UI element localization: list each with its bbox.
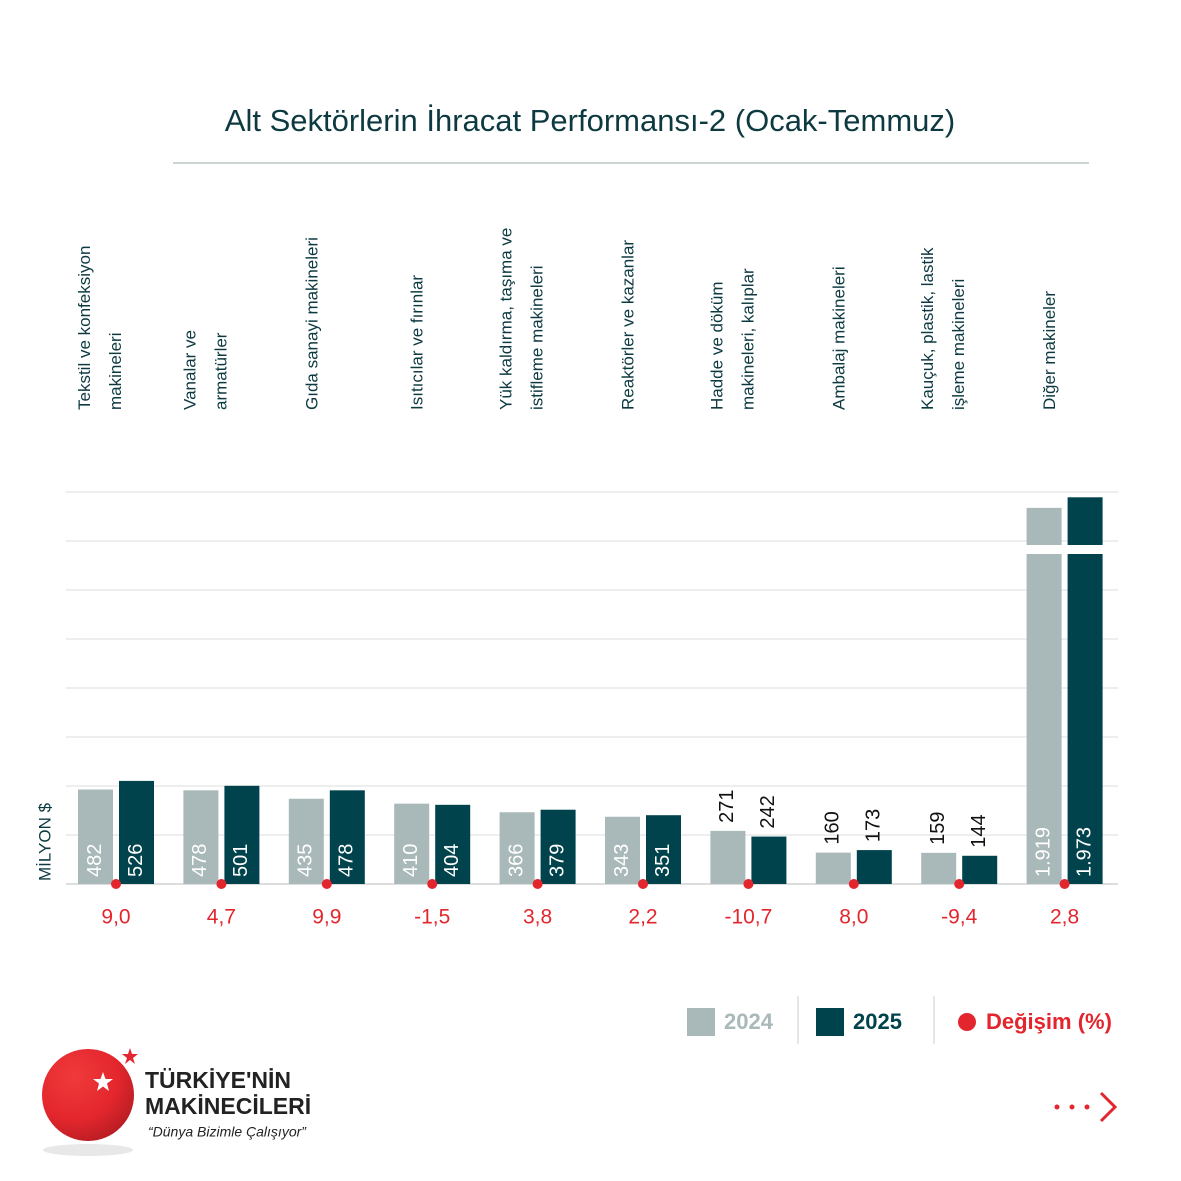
change-dot [743,879,754,889]
legend-swatch [816,1008,844,1036]
value-label: 478 [189,844,211,877]
value-label: 351 [652,844,674,877]
change-label: 2,2 [628,906,657,929]
bar [1067,497,1103,884]
change-dot [848,879,859,889]
next-arrow [1054,1091,1118,1123]
bar [856,850,892,884]
value-label: 482 [84,844,106,877]
value-label: 242 [757,795,779,828]
bar [499,812,535,884]
y-axis-label: MİLYON $ [35,802,54,881]
legend-label: Değişim (%) [986,1009,1112,1034]
change-dot [216,879,227,889]
bar [288,798,324,884]
bar [435,804,471,884]
bar [540,809,576,884]
logo-star [93,1072,113,1091]
change-label: 2,8 [1050,906,1079,929]
value-label: 435 [295,844,317,877]
x-tick-label: Kauçuk, plastik, lastik işleme makineleri [919,247,969,410]
value-label: 410 [400,844,422,877]
bar [710,830,746,884]
change-label: 9,9 [312,906,341,929]
change-label: -9,4 [941,906,978,929]
bar [1026,507,1062,884]
axis-break [1022,545,1107,554]
change-dot [111,879,121,889]
value-label: 501 [230,844,252,877]
bar [921,852,957,884]
x-tick-label: Isıtıcılar ve fırınlar [408,275,427,410]
bar [329,790,365,884]
value-label: 173 [863,809,885,842]
change-label: 8,0 [839,906,868,929]
x-tick-label: Hadde ve döküm makineleri, kalıplar [708,268,758,410]
value-label: 343 [611,844,633,877]
logo-shadow [43,1144,133,1156]
legend: 2024 2025 Değişim (%) [687,996,1112,1044]
value-label: 1.973 [1073,827,1095,877]
bar [119,780,154,884]
bar [646,815,681,884]
value-label: 160 [822,811,844,844]
change-label: 9,0 [101,906,130,929]
value-label: 404 [441,844,463,877]
change-dot [427,879,438,889]
x-tick-label: Diğer makineler [1040,291,1059,410]
change-dot [532,879,543,889]
bar [605,816,640,884]
logo-tagline: “Dünya Bizimle Çalışıyor” [148,1124,307,1140]
legend-label: 2025 [853,1009,902,1034]
change-label: -10,7 [724,906,772,929]
value-label: 478 [336,844,358,877]
logo-text: TÜRKİYE'NİN [145,1067,291,1093]
value-label: 366 [505,844,527,877]
logo-circle [42,1049,134,1141]
x-tick-label: Ambalaj makineleri [829,266,848,410]
change-dot [321,879,332,889]
bar [224,785,260,884]
x-tick-label: Reaktörler ve kazanlar [618,240,637,410]
change-label: -1,5 [414,906,450,929]
bar [815,852,851,884]
change-dot [1059,879,1070,889]
legend-label: 2024 [724,1009,774,1034]
value-label: 159 [927,811,949,844]
legend-swatch [687,1008,715,1036]
x-tick-label: Gıda sanayi makineleri [302,237,321,410]
value-label: 526 [125,844,147,877]
value-label: 144 [968,814,990,847]
change-label: 3,8 [523,906,552,929]
logo-text: MAKİNECİLERİ [145,1093,311,1119]
x-tick-label: Vanalar ve armatürler [181,330,231,410]
bar [394,803,430,884]
chart-title: Alt Sektörlerin İhracat Performansı-2 (O… [225,103,955,138]
change-dot [638,879,648,889]
logo-star [122,1048,138,1064]
value-label: 379 [546,844,568,877]
x-tick-label: Tekstil ve konfeksiyon makineleri [75,246,125,410]
bar [962,855,998,884]
value-label: 271 [716,790,738,823]
bar [78,789,113,884]
value-label: 1.919 [1032,827,1054,877]
change-label: 4,7 [207,906,236,929]
change-dot [954,879,965,889]
bar [751,836,787,884]
bar [183,790,219,884]
x-tick-label: Yük kaldırma, taşıma ve istifleme makinel… [497,228,547,410]
legend-swatch [958,1013,976,1031]
